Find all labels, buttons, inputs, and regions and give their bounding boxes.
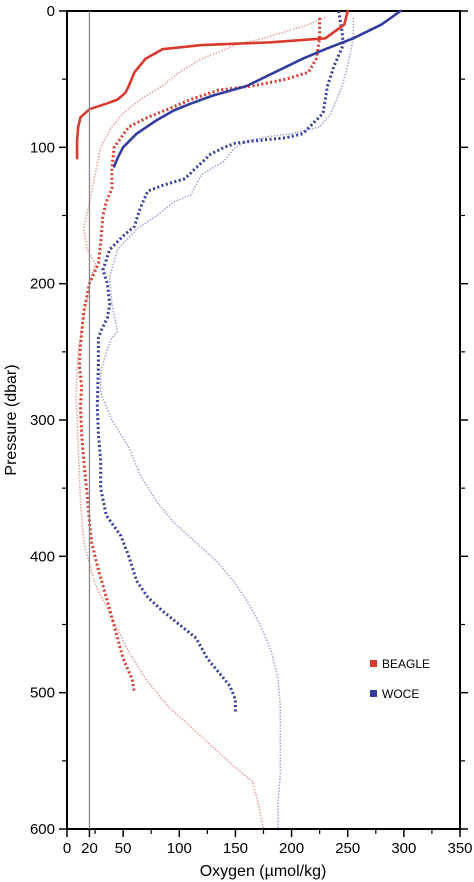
y-tick-label: 400 — [30, 548, 55, 565]
y-tick-label: 600 — [30, 821, 55, 838]
x-tick-label: 20 — [81, 840, 98, 857]
x-tick-label: 200 — [279, 840, 304, 857]
y-tick-label: 0 — [47, 3, 55, 20]
x-tick-label: 150 — [223, 840, 248, 857]
series-line-beagle-solid — [75, 9, 349, 160]
x-axis-title: Oxygen (µmol/kg) — [200, 863, 327, 880]
y-tick-label: 300 — [30, 412, 55, 429]
x-tick-label: 100 — [167, 840, 192, 857]
series-line-woce-solid — [112, 9, 402, 168]
plot-frame — [66, 10, 461, 830]
y-tick-label: 100 — [30, 139, 55, 156]
series-line-woce-dotted — [95, 10, 345, 714]
legend: BEAGLE WOCE — [370, 657, 430, 701]
x-tick-label: 350 — [447, 840, 472, 857]
legend-entry-woce: WOCE — [370, 687, 419, 701]
x-tick-label: 300 — [391, 840, 416, 857]
legend-swatch-beagle — [370, 660, 377, 667]
y-tick-label: 200 — [30, 276, 55, 293]
legend-swatch-woce — [370, 690, 377, 697]
x-tick-label: 0 — [63, 840, 71, 857]
tick-layer: 0 20 50 100 150 200 250 300 350 0 100 200 300 400 500 6… — [30, 3, 473, 857]
y-axis-title: Pressure (dbar) — [3, 364, 20, 475]
x-tick-label: 250 — [335, 840, 360, 857]
legend-label-beagle: BEAGLE — [382, 657, 430, 671]
legend-label-woce: WOCE — [382, 687, 419, 701]
y-tick-label: 500 — [30, 685, 55, 702]
x-tick-label: 50 — [115, 840, 132, 857]
legend-entry-beagle: BEAGLE — [370, 657, 430, 671]
